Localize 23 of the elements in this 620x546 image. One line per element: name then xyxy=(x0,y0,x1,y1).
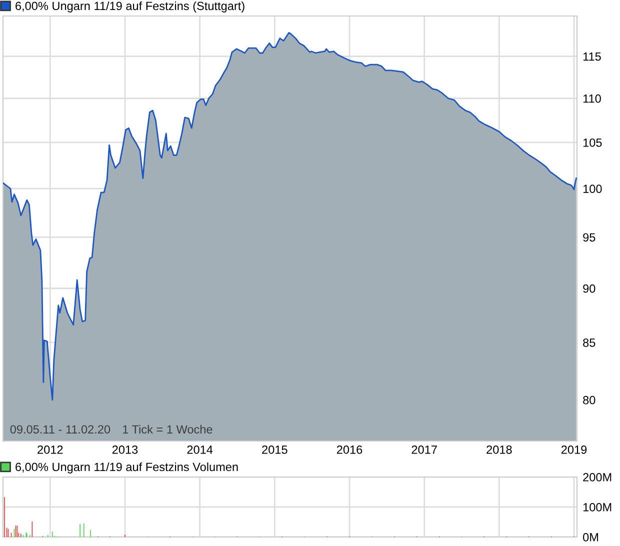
y-tick-label: 200M xyxy=(583,473,612,482)
x-tick-label: 2019 xyxy=(561,445,587,454)
y-tick-label: 0M xyxy=(583,533,598,542)
x-tick-label: 2016 xyxy=(336,445,362,454)
y-tick-label: 115 xyxy=(583,52,601,61)
annotation: 09.05.11 - 11.02.20 xyxy=(10,425,110,434)
y-tick-label: 110 xyxy=(583,94,601,103)
y-tick-label: 100 xyxy=(583,184,602,194)
legend-label: 6,00% Ungarn 11/19 auf Festzins (Stuttgart) xyxy=(16,1,244,12)
y-tick-label: 85 xyxy=(583,338,596,347)
annotation: 1 Tick = 1 Woche xyxy=(123,424,212,434)
legend-label: 6,00% Ungarn 11/19 auf Festzins Volumen xyxy=(16,462,238,474)
x-tick-label: 2012 xyxy=(38,445,63,454)
y-tick-label: 95 xyxy=(583,233,596,242)
y-tick-label: 80 xyxy=(583,396,596,404)
x-tick-label: 2014 xyxy=(187,445,213,454)
y-tick-label: 105 xyxy=(583,138,602,147)
x-tick-label: 2013 xyxy=(112,445,138,454)
x-tick-label: 2018 xyxy=(486,445,512,454)
x-tick-label: 2017 xyxy=(412,445,437,454)
x-tick-label: 2015 xyxy=(262,445,288,454)
y-tick-label: 90 xyxy=(583,284,596,293)
y-tick-label: 100M xyxy=(583,503,612,512)
